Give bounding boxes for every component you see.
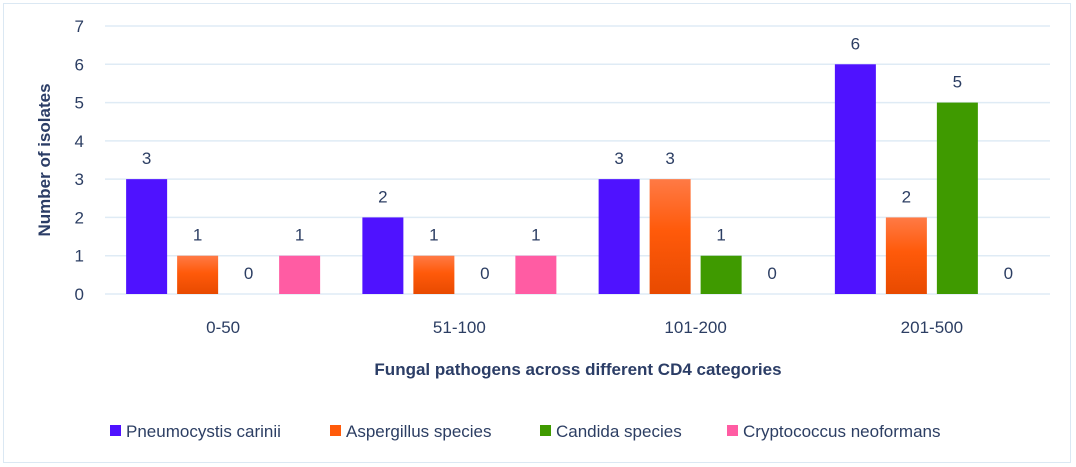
legend-label: Cryptococcus neoformans [743,422,940,441]
y-tick-label: 5 [75,94,84,113]
y-tick-label: 6 [75,55,84,74]
data-label: 0 [480,264,489,283]
bar [413,255,455,294]
legend-item: Candida species [540,422,682,441]
y-tick-label: 3 [75,170,84,189]
data-label: 1 [716,226,725,245]
y-tick-label: 2 [75,208,84,227]
x-axis-ticks: 0-50 51-100 101-200 201-500 [206,318,963,337]
data-label: 3 [665,149,674,168]
legend: Pneumocystis carinii Aspergillus species C… [110,422,940,441]
y-axis-title: Number of isolates [35,83,54,236]
bar [362,217,404,294]
data-label: 3 [614,149,623,168]
data-label: 0 [244,264,253,283]
x-tick-label: 51-100 [433,318,486,337]
x-tick-label: 101-200 [664,318,726,337]
bar [598,179,640,294]
data-label: 1 [295,226,304,245]
legend-label: Pneumocystis carinii [126,422,281,441]
bar [936,102,978,294]
data-label: 1 [531,226,540,245]
legend-swatch [540,425,551,436]
y-tick-label: 4 [75,132,84,151]
bar [834,64,876,295]
data-label: 0 [1004,264,1013,283]
data-label: 3 [142,149,151,168]
y-axis-ticks: 0 1 2 3 4 5 6 7 [75,17,84,304]
legend-label: Aspergillus species [346,422,492,441]
legend-swatch [330,425,341,436]
legend-swatch [727,425,738,436]
x-tick-label: 0-50 [206,318,240,337]
bar [515,255,557,294]
data-label: 2 [378,187,387,206]
y-tick-label: 7 [75,17,84,36]
legend-swatch [110,425,121,436]
bar [177,255,219,294]
bar [700,255,742,294]
data-label: 1 [429,226,438,245]
x-tick-label: 201-500 [901,318,963,337]
bar [126,179,168,294]
data-label: 1 [193,226,202,245]
data-label: 6 [851,34,860,53]
legend-item: Cryptococcus neoformans [727,422,940,441]
data-label: 2 [902,187,911,206]
y-tick-label: 0 [75,285,84,304]
x-axis-title: Fungal pathogens across different CD4 ca… [374,360,781,379]
y-tick-label: 1 [75,247,84,266]
data-label: 5 [953,73,962,92]
legend-item: Pneumocystis carinii [110,422,281,441]
bar [279,255,321,294]
legend-label: Candida species [556,422,682,441]
legend-item: Aspergillus species [330,422,492,441]
data-label: 0 [767,264,776,283]
bar [649,179,691,294]
bar [885,217,927,294]
